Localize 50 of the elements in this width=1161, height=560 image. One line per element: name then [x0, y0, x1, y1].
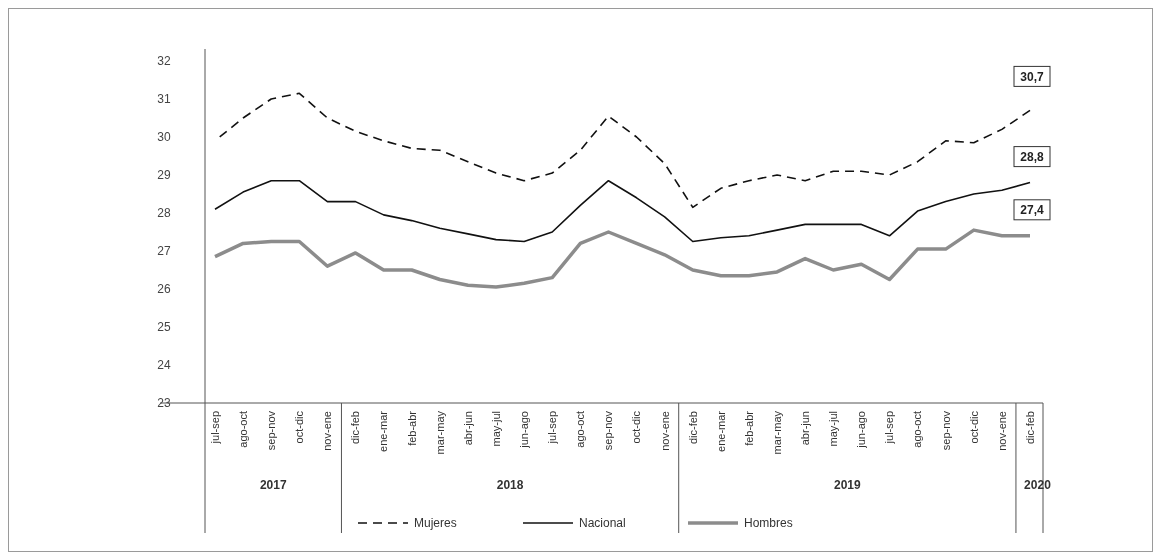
legend-label: Hombres — [744, 516, 793, 531]
x-tick-label: dic-feb — [1023, 411, 1036, 445]
x-tick-label: dic-feb — [686, 411, 699, 445]
text: 2017 — [259, 478, 287, 492]
x-tick-label: nov-ene — [321, 411, 334, 451]
x-tick-label: ene-mar — [377, 410, 390, 452]
x-tick-label: sep-nov — [602, 410, 615, 451]
y-tick-label: 28 — [157, 206, 171, 221]
x-tick-label: nov-ene — [658, 411, 671, 451]
x-tick-label: jul-sep — [546, 411, 559, 445]
legend-label: Mujeres — [414, 516, 457, 531]
x-tick-label: oct-dic — [967, 410, 980, 444]
data-label: 28,8 — [1020, 149, 1044, 164]
x-tick-label: feb-abr — [405, 410, 418, 446]
x-tick-label: jun-ago — [517, 411, 530, 449]
y-tick-label: 30 — [157, 130, 171, 145]
x-tick-label: sep-nov — [265, 410, 278, 451]
x-tick-label: dic-feb — [349, 411, 362, 445]
text: 2019 — [833, 478, 861, 492]
y-tick-label: 24 — [157, 358, 171, 373]
y-tick-label: 27 — [157, 244, 171, 259]
x-tick-label: ago-oct — [911, 411, 924, 448]
x-tick-label: feb-abr — [742, 410, 755, 446]
text: 2020 — [1024, 478, 1052, 492]
text: 2018 — [496, 478, 524, 492]
x-tick-label: may-jul — [489, 411, 502, 447]
x-tick-label: jul-sep — [883, 411, 896, 445]
x-tick-label: ago-oct — [236, 411, 249, 448]
legend-label: Nacional — [579, 516, 626, 531]
x-tick-label: oct-dic — [293, 410, 306, 444]
y-tick-label: 25 — [157, 320, 171, 335]
x-tick-label: abr-jun — [461, 411, 474, 446]
x-tick-label: oct-dic — [630, 410, 643, 444]
x-tick-label: sep-nov — [939, 410, 952, 451]
x-tick-label: nov-ene — [995, 411, 1008, 451]
data-label: 30,7 — [1020, 69, 1044, 84]
x-tick-label: jul-sep — [208, 411, 221, 445]
x-tick-label: jun-ago — [855, 411, 868, 449]
x-tick-label: mar-may — [433, 410, 446, 455]
y-tick-label: 26 — [157, 282, 171, 297]
y-tick-label: 31 — [157, 92, 171, 107]
x-tick-label: ene-mar — [714, 410, 727, 452]
x-tick-label: abr-jun — [799, 411, 812, 446]
x-tick-label: mar-may — [770, 410, 783, 455]
x-tick-label: may-jul — [827, 411, 840, 447]
y-tick-label: 29 — [157, 168, 171, 183]
x-tick-label: ago-oct — [574, 411, 587, 448]
data-label: 27,4 — [1020, 203, 1044, 217]
y-tick-label: 32 — [157, 54, 171, 69]
y-tick-label: 23 — [157, 396, 171, 411]
